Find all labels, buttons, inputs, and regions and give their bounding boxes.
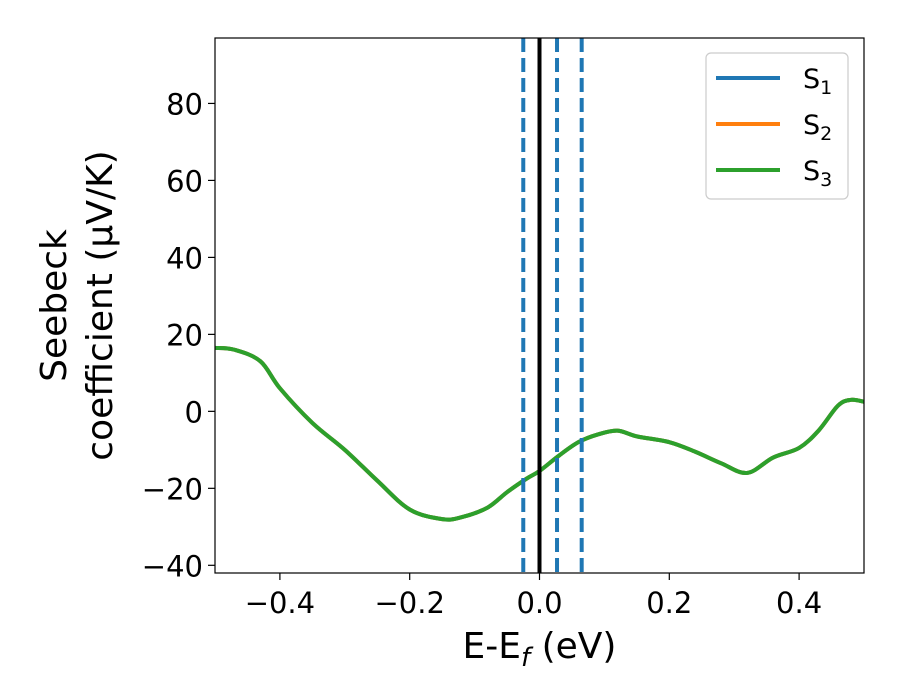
y-tick-label: 40	[166, 241, 203, 275]
y-tick-label: 20	[166, 318, 203, 352]
legend-entry-label: S2	[803, 110, 832, 145]
x-tick-label: 0.0	[516, 586, 562, 620]
y-tick-label: 80	[166, 87, 203, 121]
legend: S1 S2 S3	[705, 52, 849, 200]
legend-entry-label: S1	[803, 64, 832, 99]
y-axis: −40 −20 0 20 40 60 80	[142, 87, 215, 583]
y-axis-label: Seebeck coefficient (μV/K)	[34, 150, 121, 460]
x-tick-label: −0.4	[245, 586, 315, 620]
x-axis-label: E-Ef (eV)	[463, 626, 617, 673]
y-axis-label-line1: Seebeck	[34, 229, 75, 382]
y-tick-label: −20	[142, 472, 203, 506]
x-tick-label: −0.2	[374, 586, 444, 620]
x-axis: −0.4 −0.2 0.0 0.2 0.4	[245, 573, 822, 620]
y-tick-label: 0	[185, 395, 203, 429]
legend-entry-label: S3	[803, 156, 832, 191]
y-tick-label: −40	[142, 549, 203, 583]
y-axis-label-line2: coefficient (μV/K)	[80, 150, 121, 460]
x-tick-label: 0.2	[646, 586, 692, 620]
x-tick-label: 0.4	[776, 586, 822, 620]
y-tick-label: 60	[166, 164, 203, 198]
series-line-3	[215, 345, 864, 522]
